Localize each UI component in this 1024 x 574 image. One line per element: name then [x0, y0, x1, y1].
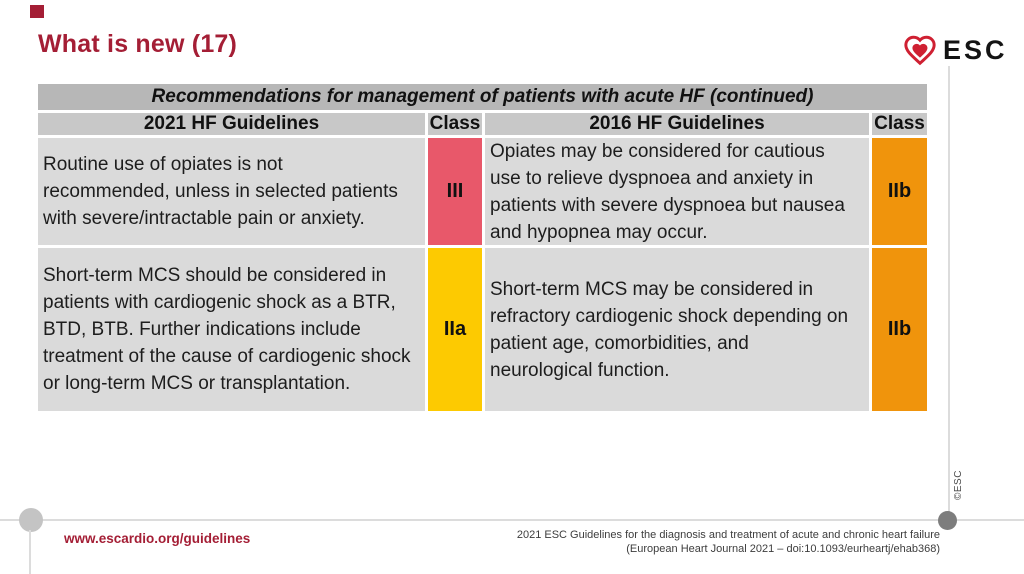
- footer-right-dot: [938, 511, 957, 530]
- reference-citation-line1: 2021 ESC Guidelines for the diagnosis an…: [516, 529, 940, 541]
- table-row-1-class-2016-badge: IIb: [872, 138, 927, 245]
- column-header-2016: 2016 HF Guidelines: [485, 113, 869, 135]
- table-row-1-guideline-2016: Opiates may be considered for cautious u…: [485, 138, 869, 245]
- escardio-guidelines-link[interactable]: www.escardio.org/guidelines: [64, 531, 251, 546]
- column-header-class-2016: Class: [872, 113, 927, 135]
- right-divider-line: [948, 66, 950, 520]
- reference-citation: 2021 ESC Guidelines for the diagnosis an…: [517, 528, 940, 556]
- table-row-2-class-2016-badge: IIb: [872, 248, 927, 411]
- corner-accent: [30, 5, 44, 18]
- copyright-vertical-label: ©ESC: [953, 470, 964, 500]
- table-row-1-guideline-2021: Routine use of opiates is not recommende…: [38, 138, 425, 245]
- footer-divider-line: [0, 519, 1024, 521]
- table-row-2-class-2021-badge: IIa: [428, 248, 482, 411]
- column-header-class-2021: Class: [428, 113, 482, 135]
- page-title: What is new (17): [38, 30, 238, 58]
- esc-logo-text: ESC: [943, 34, 1008, 65]
- table-row-2-guideline-2021: Short-term MCS should be considered in p…: [38, 248, 425, 411]
- table-caption: Recommendations for management of patien…: [38, 84, 927, 110]
- table-row-1-class-2021-badge: III: [428, 138, 482, 245]
- footer-left-vertical-line: [29, 530, 31, 574]
- esc-logo: ESC: [901, 33, 1008, 67]
- table-row-2-guideline-2016: Short-term MCS may be considered in refr…: [485, 248, 869, 411]
- heart-icon: [904, 35, 936, 66]
- recommendations-table: Recommendations for management of patien…: [38, 84, 927, 411]
- footer-left-dot: [19, 508, 43, 532]
- reference-citation-line2: (European Heart Journal 2021 – doi:10.10…: [626, 543, 940, 555]
- column-header-2021: 2021 HF Guidelines: [38, 113, 425, 135]
